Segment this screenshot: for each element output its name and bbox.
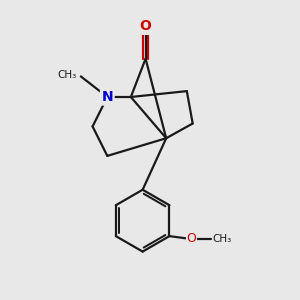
Text: CH₃: CH₃ — [57, 70, 76, 80]
Text: O: O — [140, 19, 152, 33]
Text: N: N — [101, 90, 113, 104]
Text: CH₃: CH₃ — [212, 234, 231, 244]
Text: O: O — [187, 232, 196, 245]
